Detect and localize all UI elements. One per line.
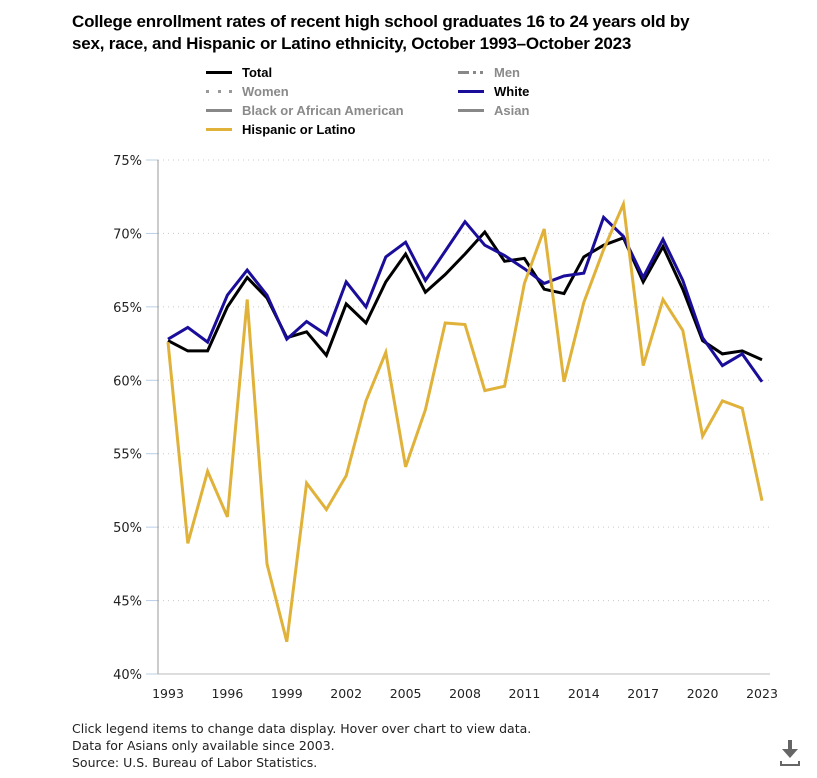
- legend-label: Asian: [494, 102, 530, 118]
- legend-item-women[interactable]: Women: [206, 82, 289, 100]
- axes: [146, 159, 770, 675]
- legend-swatch-hispanic: [206, 127, 232, 131]
- legend-label: Black or African American: [242, 102, 404, 118]
- chart-title-line-2: sex, race, and Hispanic or Latino ethnic…: [72, 34, 632, 53]
- series-line-total: [167, 229, 763, 362]
- x-tick-label: 2005: [390, 686, 422, 701]
- chart-notes: Click legend items to change data displa…: [72, 720, 531, 771]
- y-tick-label: 45%: [113, 595, 142, 610]
- tick-labels: 40% 45% 50% 55% 60% 65% 70% 75% 1993 1996 1999 2002…: [113, 154, 778, 701]
- download-icon: [780, 740, 800, 766]
- series-lines: [166, 198, 764, 643]
- y-tick-label: 40%: [113, 668, 142, 683]
- y-tick-label: 50%: [113, 521, 142, 536]
- x-tick-label: 1993: [152, 686, 184, 701]
- legend-item-total[interactable]: Total: [206, 63, 272, 81]
- legend-label: Men: [494, 64, 520, 80]
- series-line-hispanic-or-latino: [166, 198, 764, 643]
- y-tick-label: 55%: [113, 448, 142, 463]
- y-tick-label: 70%: [113, 227, 142, 242]
- x-tick-label: 2011: [508, 686, 540, 701]
- download-button[interactable]: [777, 738, 803, 768]
- note-legend-hint: Click legend items to change data displa…: [72, 721, 532, 736]
- legend-item-men[interactable]: Men: [458, 63, 520, 81]
- legend-label: White: [494, 83, 530, 99]
- x-tick-label: 2023: [746, 686, 778, 701]
- note-source: Source: U.S. Bureau of Labor Statistics.: [72, 755, 318, 770]
- legend-item-asian[interactable]: Asian: [458, 101, 529, 119]
- line-chart[interactable]: 40% 45% 50% 55% 60% 65% 70% 75% 1993 1996 1999 2002…: [0, 0, 817, 715]
- legend-label: Women: [242, 83, 289, 99]
- x-tick-label: 2002: [330, 686, 362, 701]
- x-tick-label: 2008: [449, 686, 481, 701]
- legend-swatch-women: [206, 89, 232, 93]
- grid-lines: [158, 159, 770, 602]
- y-tick-label: 65%: [113, 301, 142, 316]
- y-tick-label: 60%: [113, 374, 142, 389]
- x-tick-label: 2017: [627, 686, 659, 701]
- legend-label: Hispanic or Latino: [242, 121, 356, 137]
- legend-item-white[interactable]: White: [458, 82, 529, 100]
- note-asian-data: Data for Asians only available since 200…: [72, 738, 335, 753]
- legend-item-black[interactable]: Black or African American: [206, 101, 404, 119]
- x-tick-label: 2014: [568, 686, 600, 701]
- chart-title-line-1: College enrollment rates of recent high …: [72, 12, 690, 31]
- legend-swatch-asian: [458, 108, 484, 112]
- legend-swatch-black: [206, 108, 232, 112]
- legend-label: Total: [242, 64, 273, 80]
- legend-swatch-white: [458, 89, 484, 93]
- x-tick-label: 2020: [687, 686, 719, 701]
- series-line-white: [167, 214, 764, 383]
- x-tick-label: 1999: [271, 686, 303, 701]
- y-tick-label: 75%: [113, 154, 142, 169]
- chart-title: College enrollment rates of recent high …: [72, 11, 792, 55]
- legend-swatch-total: [206, 70, 232, 74]
- legend-item-hispanic[interactable]: Hispanic or Latino: [206, 120, 355, 138]
- x-tick-label: 1996: [211, 686, 243, 701]
- legend-swatch-men: [458, 70, 484, 74]
